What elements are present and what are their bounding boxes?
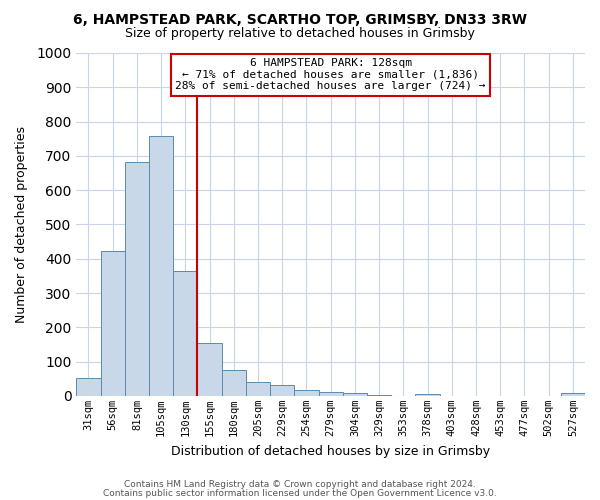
Bar bbox=[246, 382, 270, 396]
X-axis label: Distribution of detached houses by size in Grimsby: Distribution of detached houses by size … bbox=[171, 444, 490, 458]
Bar bbox=[270, 385, 295, 396]
Bar bbox=[197, 344, 221, 396]
Text: Contains public sector information licensed under the Open Government Licence v3: Contains public sector information licen… bbox=[103, 488, 497, 498]
Bar bbox=[295, 390, 319, 396]
Bar bbox=[221, 370, 246, 396]
Bar bbox=[367, 395, 391, 396]
Bar bbox=[561, 393, 585, 396]
Y-axis label: Number of detached properties: Number of detached properties bbox=[15, 126, 28, 323]
Bar bbox=[173, 272, 197, 396]
Bar bbox=[149, 136, 173, 396]
Bar bbox=[343, 393, 367, 396]
Bar bbox=[319, 392, 343, 396]
Text: Contains HM Land Registry data © Crown copyright and database right 2024.: Contains HM Land Registry data © Crown c… bbox=[124, 480, 476, 489]
Bar bbox=[101, 251, 125, 396]
Text: 6 HAMPSTEAD PARK: 128sqm
← 71% of detached houses are smaller (1,836)
28% of sem: 6 HAMPSTEAD PARK: 128sqm ← 71% of detach… bbox=[175, 58, 486, 92]
Bar bbox=[415, 394, 440, 396]
Bar bbox=[125, 162, 149, 396]
Bar bbox=[76, 378, 101, 396]
Text: 6, HAMPSTEAD PARK, SCARTHO TOP, GRIMSBY, DN33 3RW: 6, HAMPSTEAD PARK, SCARTHO TOP, GRIMSBY,… bbox=[73, 12, 527, 26]
Text: Size of property relative to detached houses in Grimsby: Size of property relative to detached ho… bbox=[125, 28, 475, 40]
